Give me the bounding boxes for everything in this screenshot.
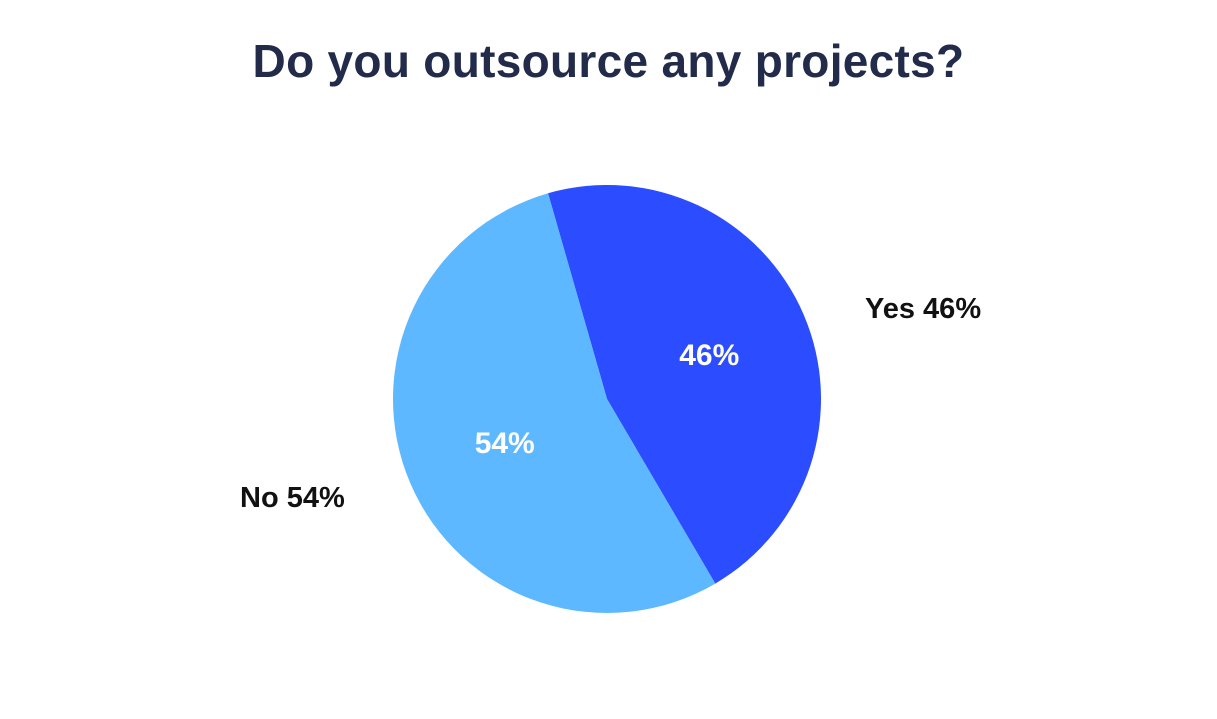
chart-title: Do you outsource any projects? <box>252 35 965 87</box>
pie-slices <box>392 185 821 614</box>
slice-category-label-no: No 54% <box>240 482 345 514</box>
slice-value-label-no: 54% <box>475 427 535 460</box>
pie-outer-labels: Yes 46% No 54% <box>240 293 981 514</box>
slice-category-label-yes: Yes 46% <box>865 293 981 325</box>
pie-inner-labels: 46% 54% <box>475 339 740 460</box>
pie-slice-yes <box>548 185 821 584</box>
pie-slice-no <box>392 193 716 614</box>
slice-value-label-yes: 46% <box>679 339 739 372</box>
